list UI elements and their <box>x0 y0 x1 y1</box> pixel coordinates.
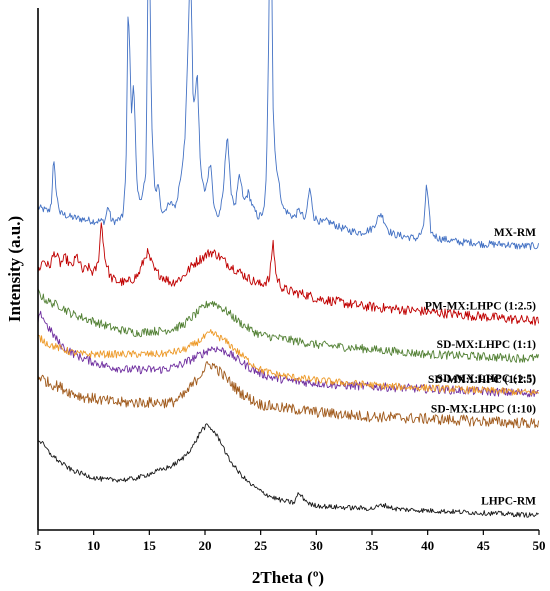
axes-group <box>37 8 539 531</box>
x-tick-label: 5 <box>35 538 42 553</box>
series-line <box>37 0 539 251</box>
series-labels-group: MX-RM PM-MX:LHPC (1:2.5) SD-MX:LHPC (1:1) S… <box>425 227 536 507</box>
series-line <box>37 361 539 429</box>
traces-group <box>37 0 539 518</box>
series-line <box>37 329 539 396</box>
series-label: SD-MX:LHPC (1:1) <box>437 339 536 351</box>
series-line <box>37 423 539 518</box>
series-line <box>37 288 539 363</box>
series-label: LHPC-RM <box>481 495 536 507</box>
x-tick-label: 30 <box>310 538 323 553</box>
series-label: PM-MX:LHPC (1:2.5) <box>425 301 536 313</box>
x-tick-label: 15 <box>143 538 157 553</box>
x-ticks-group: 5 10 15 20 25 30 35 40 45 50 <box>35 530 546 553</box>
series-line <box>37 222 539 326</box>
x-tick-label: 20 <box>199 538 212 553</box>
x-tick-label: 25 <box>254 538 268 553</box>
x-tick-label: 40 <box>421 538 434 553</box>
series-label: SD-MX:LHPC (1:2.5) <box>428 374 536 386</box>
series-label: MX-RM <box>494 227 536 239</box>
x-tick-label: 50 <box>533 538 546 553</box>
series-label: SD-MX:LHPC (1:5) <box>437 373 536 385</box>
y-axis-title: Intensity (a.u.) <box>5 216 24 322</box>
x-tick-label: 10 <box>87 538 100 553</box>
x-tick-label: 45 <box>477 538 491 553</box>
x-tick-label: 35 <box>366 538 380 553</box>
x-axis-title: 2Theta (º) <box>252 568 324 587</box>
series-label: SD-MX:LHPC (1:10) <box>431 404 536 416</box>
